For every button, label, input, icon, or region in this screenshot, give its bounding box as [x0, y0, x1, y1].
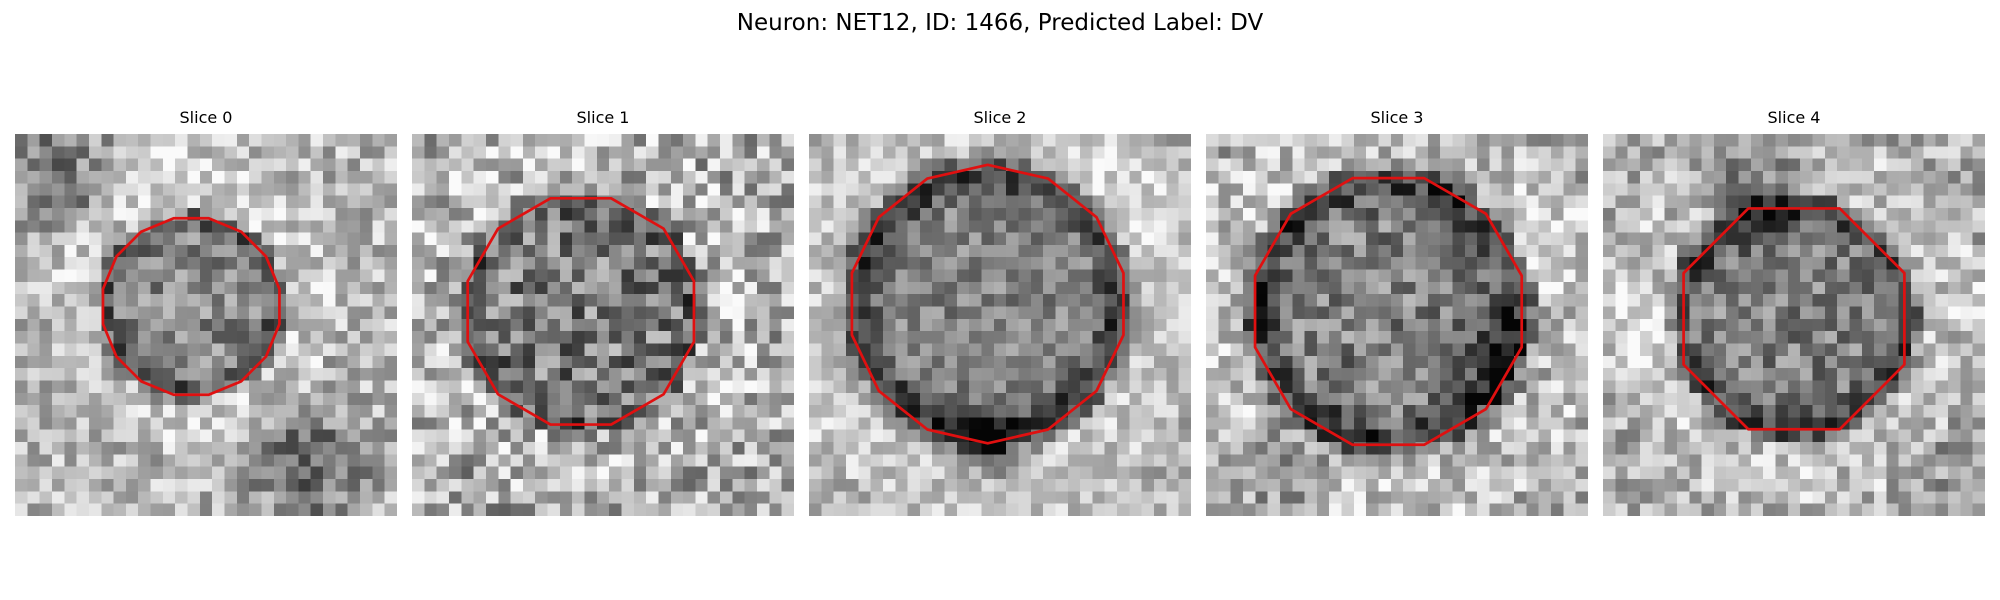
pixel-grid	[15, 134, 397, 516]
roi-contour	[1253, 176, 1524, 447]
roi-contour	[1682, 207, 1906, 431]
slice-image	[1206, 134, 1588, 516]
slice-title: Slice 0	[179, 108, 233, 127]
pixel-grid	[809, 134, 1191, 516]
slice-title: Slice 4	[1767, 108, 1821, 127]
slice-title: Slice 2	[973, 108, 1027, 127]
figure-title: Neuron: NET12, ID: 1466, Predicted Label…	[736, 10, 1264, 36]
pixel-grid	[412, 134, 794, 516]
roi-contour	[101, 216, 281, 397]
slice-title: Slice 1	[576, 108, 630, 127]
pixel-grid	[1603, 134, 1985, 516]
slice-image	[1603, 134, 1985, 516]
roi-contour	[850, 163, 1125, 445]
roi-contour	[466, 196, 696, 426]
slice-image	[809, 134, 1191, 516]
pixel-grid	[1206, 134, 1588, 516]
slice-image	[412, 134, 794, 516]
slice-image	[15, 134, 397, 516]
slice-title: Slice 3	[1370, 108, 1424, 127]
